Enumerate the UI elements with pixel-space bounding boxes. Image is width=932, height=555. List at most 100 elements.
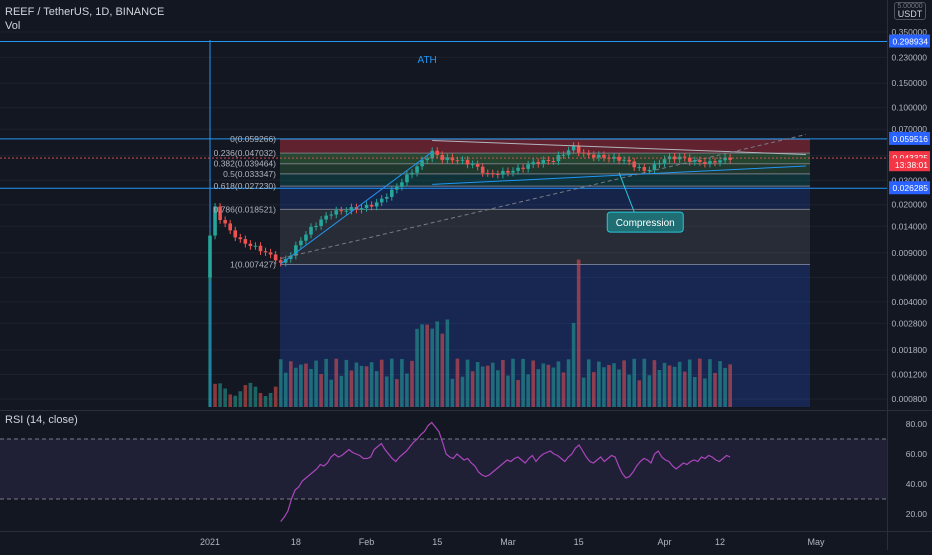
candle-body [445, 157, 450, 161]
candle-body [415, 166, 419, 173]
volume-bar [430, 328, 434, 407]
volume-bar [718, 361, 722, 407]
volume-bar [571, 322, 576, 407]
candle-body [243, 239, 248, 244]
volume-bar [289, 361, 293, 407]
candle-body [263, 251, 268, 253]
volume-bar [304, 363, 308, 407]
candle-body [723, 157, 727, 161]
price-badge-label: 0.026285 [893, 183, 929, 193]
candle-body [632, 161, 636, 168]
time-tick-label: 12 [715, 537, 725, 547]
price-tick-label: 0.009000 [892, 248, 928, 258]
candle-body [349, 207, 354, 211]
candle-body [586, 153, 591, 155]
volume-bar [561, 372, 566, 407]
volume-bar [521, 358, 525, 407]
volume-bar [506, 375, 510, 407]
volume-bar [556, 361, 561, 407]
rsi-title: RSI (14, close) [5, 414, 78, 426]
candle-body [450, 157, 455, 161]
chart-header: REEF / TetherUS, 1D, BINANCE Vol [5, 5, 164, 33]
candle-body [324, 215, 328, 220]
volume-bar [309, 368, 313, 407]
volume-bar [384, 376, 389, 407]
volume-bar [652, 360, 657, 407]
time-tick-label: 15 [574, 537, 584, 547]
candle-body [410, 172, 414, 175]
candle-body [238, 237, 243, 240]
candle-body [693, 160, 697, 162]
time-tick-label: Feb [359, 537, 375, 547]
volume-bar [339, 375, 344, 407]
volume-bar [253, 386, 258, 407]
volume-bar [617, 369, 621, 407]
candle-body [273, 254, 278, 261]
volume-bar [581, 377, 586, 407]
candle-body [470, 164, 475, 166]
volume-bar [445, 319, 450, 407]
candle-body [561, 154, 566, 156]
volume-bar [410, 360, 414, 407]
candle-body [309, 226, 313, 235]
volume-bar [708, 359, 712, 407]
volume-bar [551, 367, 556, 407]
price-tick-label: 0.001800 [892, 345, 928, 355]
candle-body [283, 259, 288, 263]
compression-box [606, 211, 684, 233]
price-tick-label: 0.150000 [892, 78, 928, 88]
candle-body [480, 166, 485, 173]
volume-bar [329, 379, 333, 407]
price-tick-label: 0.100000 [892, 103, 928, 113]
fib-zone [280, 186, 810, 210]
price-badge-label: 0.298934 [893, 37, 929, 47]
candle-body [344, 210, 349, 212]
candle-body [592, 154, 596, 158]
volume-bar [657, 369, 662, 407]
volume-bar [390, 358, 394, 407]
volume-bar [622, 360, 626, 407]
volume-bar [319, 374, 323, 407]
volume-bar [491, 362, 495, 407]
candle-body [511, 170, 515, 173]
symbol-line: REEF / TetherUS, 1D, BINANCE [5, 6, 165, 18]
fib-label: 0.382(0.039464) [214, 159, 277, 169]
volume-bar [420, 324, 424, 407]
volume-bar [349, 370, 354, 407]
candle-body [485, 172, 490, 174]
price-badge-label: 0.043325 [893, 153, 929, 163]
currency-button[interactable]: 5.00000 USDT [894, 2, 926, 20]
candle-body [622, 159, 626, 161]
candle-body [703, 161, 707, 164]
currency-top: 5.00000 [897, 3, 923, 10]
volume-bar [632, 358, 636, 407]
volume-bar [612, 363, 616, 407]
volume-bar [218, 383, 222, 407]
candle-body [455, 160, 460, 162]
volume-bar [662, 362, 667, 407]
candle-body [374, 202, 379, 207]
ath-label: ATH [418, 55, 437, 66]
candle-body [390, 189, 394, 197]
candle-body [248, 243, 253, 247]
candle-body [319, 219, 323, 226]
volume-bar [723, 367, 727, 407]
candle-body [314, 225, 318, 227]
candle-body [687, 157, 692, 162]
volume-bar [258, 392, 263, 407]
volume-bar [369, 362, 374, 407]
volume-bar [627, 374, 631, 407]
price-tick-label: 0.070000 [892, 124, 928, 134]
candle-body [294, 245, 298, 256]
candle-body [218, 206, 222, 221]
candle-body [657, 163, 662, 165]
candle-body [364, 204, 369, 209]
candle-body [566, 150, 571, 155]
volume-bar [299, 364, 303, 407]
rsi-tick-label: 20.00 [906, 509, 928, 519]
price-badge-label: 13:38:01 [895, 160, 928, 170]
price-tick-label: 0.020000 [892, 200, 928, 210]
